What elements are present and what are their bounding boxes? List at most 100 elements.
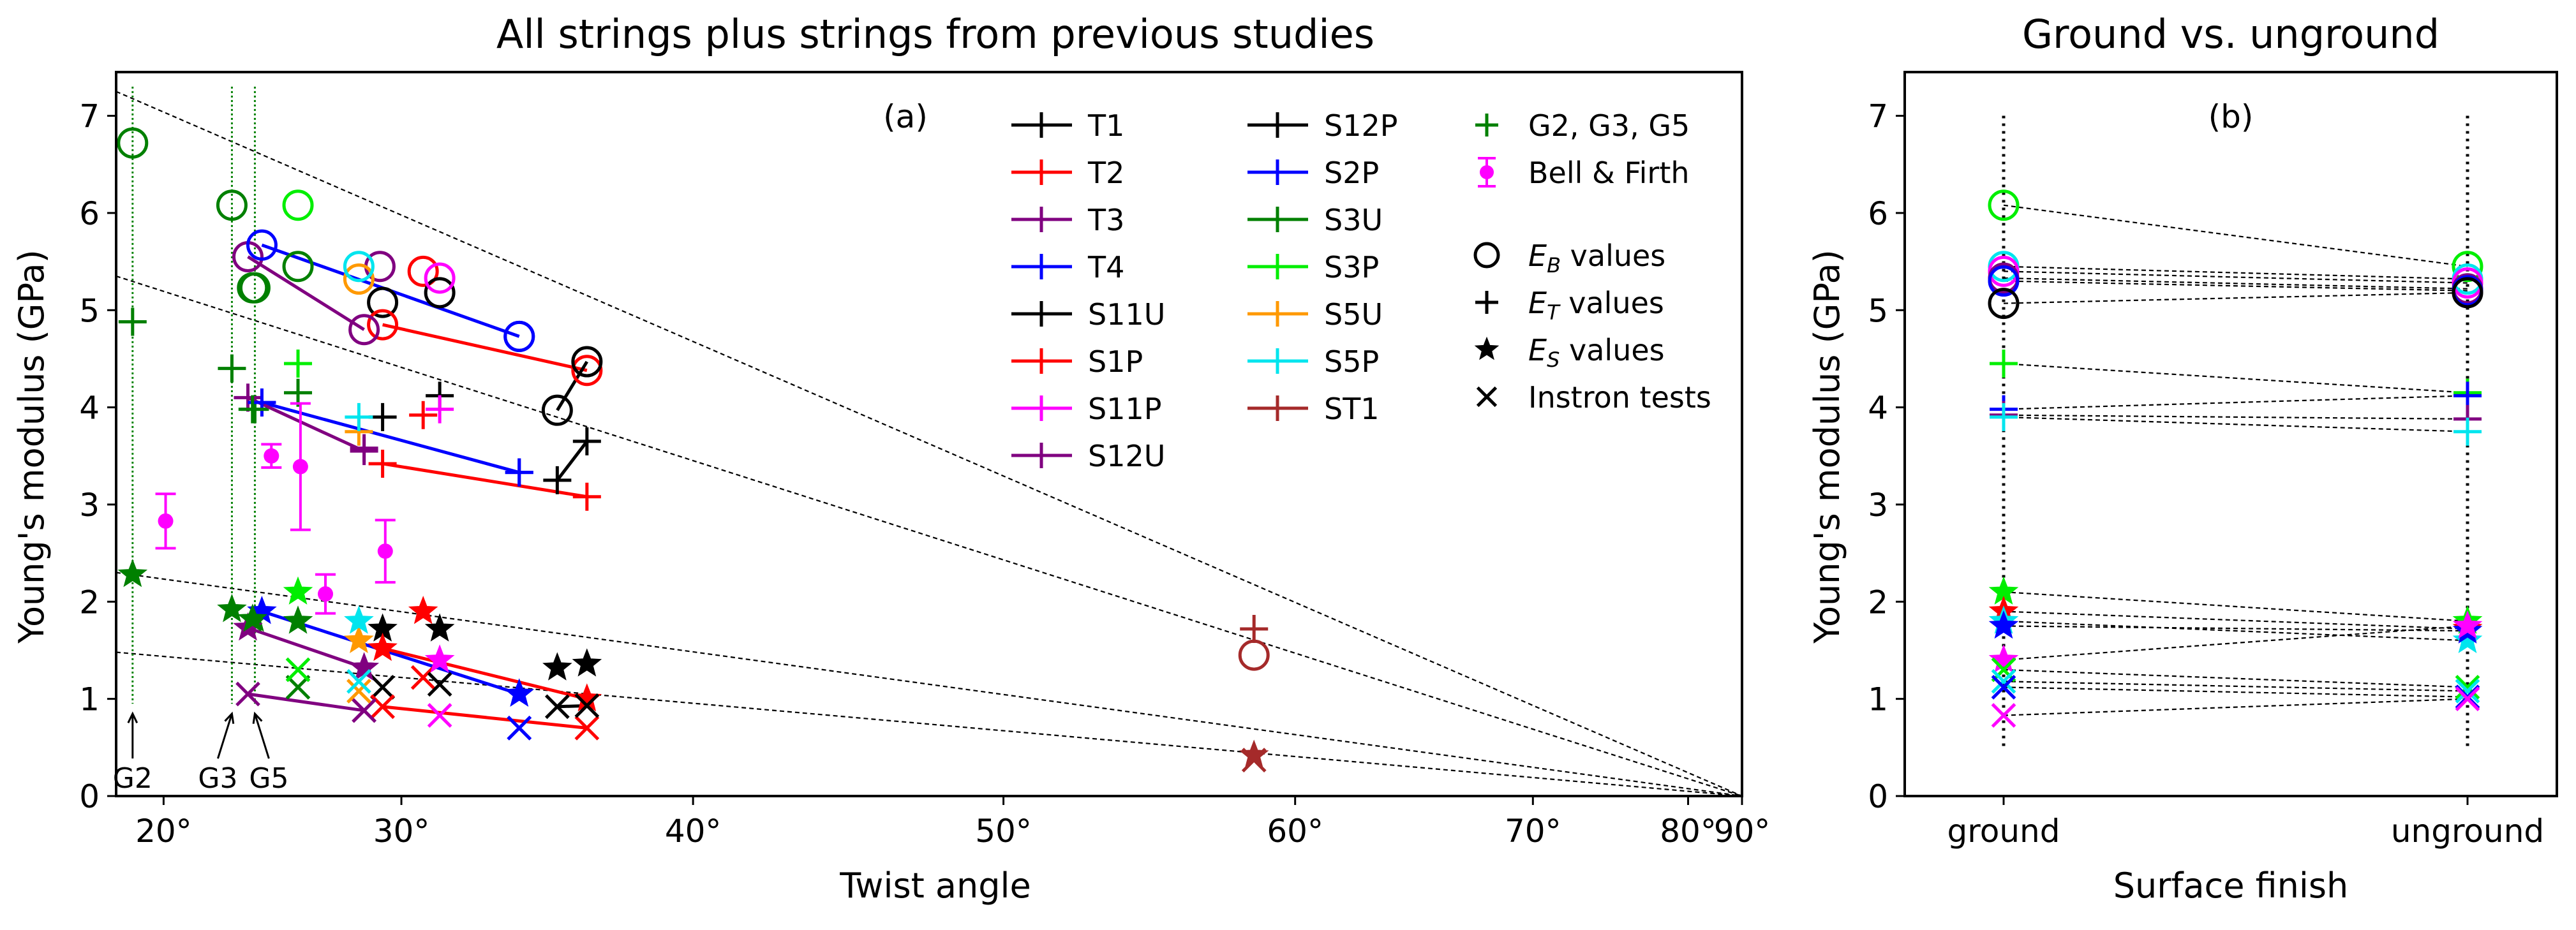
- instron-marker-b: [574, 715, 600, 741]
- pair-dashed-line: [2003, 416, 2468, 432]
- legend-item: S5U: [1247, 297, 1383, 332]
- eb-marker: [2452, 277, 2483, 309]
- pair-dashed-line: [2003, 591, 2468, 622]
- bell-firth-point: [318, 586, 334, 602]
- fit-line: [247, 255, 365, 331]
- instron-marker-b: [285, 675, 311, 700]
- eb-marker: [348, 314, 380, 346]
- legend-label: S2P: [1324, 156, 1379, 190]
- g-string-arrowhead: [224, 711, 235, 724]
- instron-marker-b: [574, 693, 600, 718]
- panel-a-label: (a): [883, 98, 928, 135]
- x-tick-label: 80°: [1660, 813, 1716, 850]
- y-tick-label: 2: [79, 584, 100, 621]
- es-marker: [117, 559, 148, 587]
- es-marker: [424, 644, 455, 673]
- es-marker: [1988, 610, 2019, 639]
- legend-label: Bell & Firth: [1528, 156, 1690, 190]
- fit-line: [382, 705, 588, 730]
- legend-label: S12P: [1324, 108, 1397, 143]
- y-tick-label: 5: [1868, 292, 1888, 329]
- instron-marker: [544, 694, 570, 720]
- y-tick-label: 1: [79, 681, 100, 718]
- fit-line: [261, 401, 520, 475]
- eb-marker: [237, 272, 269, 304]
- instron-marker: [285, 657, 311, 683]
- y-tick-label: 4: [1868, 390, 1888, 427]
- et-marker: [350, 437, 378, 466]
- instron-marker-b: [507, 715, 532, 741]
- eb-marker: [246, 229, 278, 261]
- g-string-arrow: [253, 713, 270, 759]
- legend-label: T4: [1087, 250, 1124, 284]
- panel-b-title: Ground vs. unground: [2022, 11, 2439, 57]
- x-tick-label: ground: [1947, 813, 2060, 850]
- eb-marker: [424, 262, 456, 294]
- legend-label: ST1: [1324, 392, 1380, 426]
- legend-point: [1480, 165, 1494, 179]
- instron-marker-b: [410, 665, 436, 690]
- et-marker: [1475, 114, 1498, 137]
- et-marker: [1990, 350, 2018, 378]
- legend-item: S12U: [1011, 439, 1165, 473]
- pair-dashed-line: [2003, 362, 2468, 394]
- pair-dashed-line: [2003, 625, 2468, 632]
- es-marker: [504, 678, 535, 707]
- et-marker: [238, 395, 267, 424]
- panel-b: Ground vs. unground (b) Surface finish Y…: [1807, 11, 2558, 906]
- instron-marker: [1991, 668, 2016, 694]
- legend-item: S2P: [1247, 156, 1379, 190]
- instron-marker-b: [427, 672, 452, 697]
- panel-b-xlabel: Surface finish: [2113, 866, 2348, 906]
- y-tick-label: 6: [79, 195, 100, 232]
- eb-marker: [282, 251, 314, 283]
- legend-item: S5P: [1247, 344, 1379, 379]
- et-marker: [234, 383, 262, 412]
- instron-marker: [2455, 675, 2480, 700]
- legend-item: T3: [1011, 203, 1124, 237]
- legend-item: S3U: [1247, 203, 1383, 237]
- pair-dashed-line: [2003, 668, 2468, 688]
- instron-marker: [574, 693, 600, 718]
- x-tick-label: 90°: [1714, 813, 1771, 850]
- instron-marker: [427, 703, 452, 728]
- et-marker: [218, 354, 246, 383]
- es-marker: [408, 596, 438, 624]
- et-marker: [284, 350, 313, 378]
- legend-label: T3: [1087, 203, 1124, 237]
- eb-marker: [541, 394, 573, 426]
- pair-dashed-line: [2003, 625, 2468, 661]
- es-marker: [542, 652, 572, 681]
- fit-line: [382, 323, 588, 373]
- panel-b-ylabel: Young's modulus (GPa): [1807, 249, 1847, 644]
- et-marker: [345, 402, 373, 431]
- panel-a: All strings plus strings from previous s…: [11, 11, 1770, 906]
- et-marker: [543, 466, 572, 494]
- eb-marker: [1988, 288, 2020, 320]
- legend-label: ET values: [1528, 286, 1664, 325]
- et-marker: [505, 458, 533, 487]
- fit-line: [382, 462, 588, 499]
- legend-label: G2, G3, G5: [1528, 108, 1690, 143]
- panel-a-axes: 20° 30° 40° 50° 60° 70° 80°90° 0 1 2 3 4 5 6 7: [79, 98, 1770, 850]
- instron-marker: [1991, 703, 2016, 728]
- instron-marker: [427, 672, 452, 697]
- g-string-arrowhead: [127, 711, 138, 723]
- instron-marker: [1476, 386, 1498, 408]
- instron-marker-b: [1476, 386, 1498, 408]
- eb-marker: [407, 255, 439, 287]
- instron-marker-b: [1991, 703, 2016, 728]
- panel-b-plot-area: [1988, 115, 2483, 748]
- instron-marker: [352, 698, 376, 723]
- panel-a-xlabel: Twist angle: [839, 866, 1031, 906]
- es-marker: [572, 648, 602, 677]
- et-marker: [409, 401, 438, 429]
- y-tick-label: 7: [79, 98, 100, 135]
- es-marker: [2452, 624, 2483, 654]
- eb-marker: [424, 277, 456, 309]
- legend-label: ES values: [1528, 333, 1665, 372]
- legend-item: T2: [1011, 156, 1124, 190]
- fit-line: [556, 440, 588, 482]
- instron-marker: [410, 665, 436, 690]
- y-tick-label: 0: [79, 778, 100, 815]
